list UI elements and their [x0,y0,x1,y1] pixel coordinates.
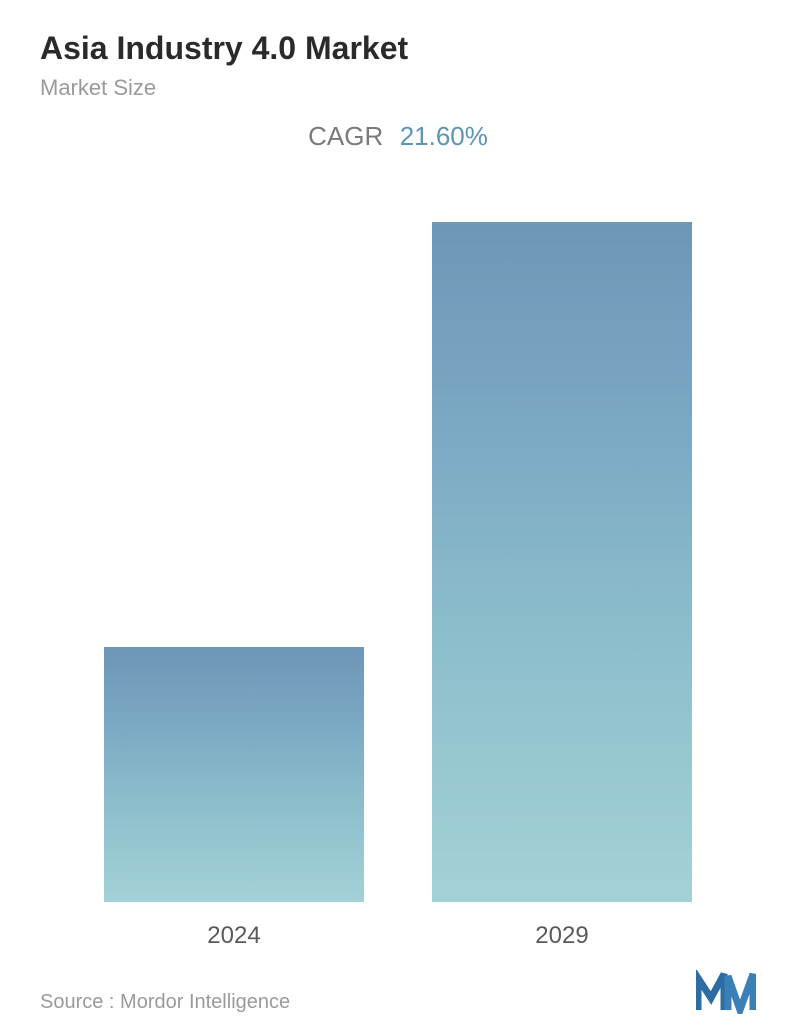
source-text: Source : Mordor Intelligence [40,991,290,1014]
chart-container: Asia Industry 4.0 Market Market Size CAG… [0,0,796,1034]
bar-label-1: 2029 [535,922,588,950]
cagr-value: 21.60% [400,121,488,151]
chart-title: Asia Industry 4.0 Market [40,30,756,67]
chart-footer: Source : Mordor Intelligence [40,960,756,1014]
bar-group-0: 2024 [94,647,374,950]
cagr-row: CAGR 21.60% [40,121,756,152]
bar-label-0: 2024 [207,922,260,950]
bar-0 [104,647,364,902]
mordor-logo-icon [696,970,756,1014]
chart-plot-area: 2024 2029 [40,162,756,950]
cagr-label: CAGR [308,121,383,151]
bar-group-1: 2029 [422,222,702,950]
chart-subtitle: Market Size [40,75,756,101]
bar-1 [432,222,692,902]
